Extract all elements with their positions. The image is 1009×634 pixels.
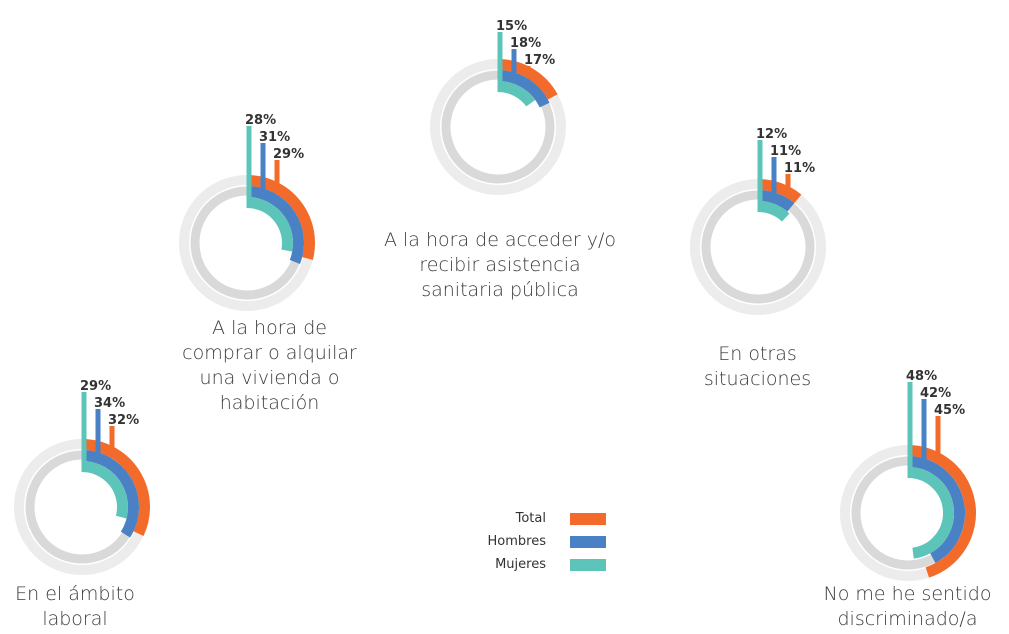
radial-bar xyxy=(81,461,128,519)
radial-bar xyxy=(907,445,976,578)
value-label: 32% xyxy=(108,413,139,428)
value-label: 34% xyxy=(94,396,125,411)
category-label: A la hora de comprar o alquilar una vivi… xyxy=(182,317,357,414)
radial-bar xyxy=(246,186,304,264)
value-label: 15% xyxy=(496,19,527,34)
value-label: 48% xyxy=(906,369,937,384)
category-label: En el ámbito laboral xyxy=(15,583,135,630)
value-label: 42% xyxy=(920,386,951,401)
legend-label: Mujeres xyxy=(495,557,546,572)
legend-label: Hombres xyxy=(488,534,547,549)
value-label: 31% xyxy=(259,130,290,145)
legend-swatch xyxy=(570,536,606,548)
radial-bar xyxy=(907,467,954,559)
value-label: 29% xyxy=(273,147,304,162)
value-label: 12% xyxy=(756,127,787,142)
value-label: 18% xyxy=(510,36,541,51)
legend-swatch xyxy=(570,513,606,525)
value-label: 28% xyxy=(245,113,276,128)
category-label: No me he sentido discriminado/a xyxy=(823,583,992,630)
radial-bar xyxy=(497,59,558,100)
category-label: En otras situaciones xyxy=(703,343,812,390)
value-label: 45% xyxy=(934,403,965,418)
radial-bar xyxy=(246,197,293,252)
value-label: 29% xyxy=(80,379,111,394)
legend-label: Total xyxy=(515,511,546,526)
value-label: 11% xyxy=(784,161,815,176)
category-label: A la hora de acceder y/o recibir asisten… xyxy=(383,229,617,301)
radial-bar xyxy=(497,70,550,108)
legend-swatch xyxy=(570,559,606,571)
value-label: 17% xyxy=(524,53,555,68)
value-label: 11% xyxy=(770,144,801,159)
